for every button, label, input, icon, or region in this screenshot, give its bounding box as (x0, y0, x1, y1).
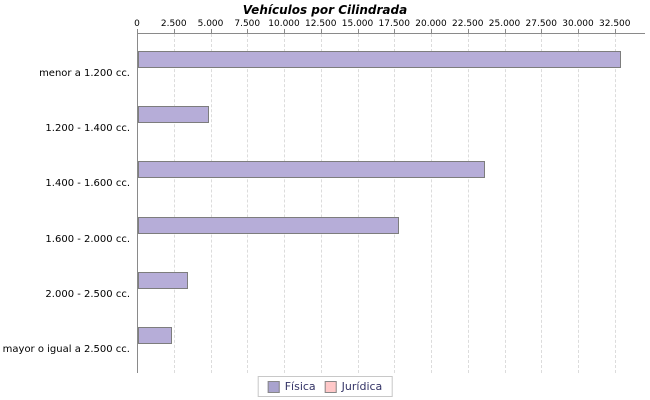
gridline (541, 34, 543, 373)
legend-label-fisica: Física (284, 380, 316, 393)
category-label: menor a 1.200 cc. (39, 68, 130, 79)
fisica-swatch-icon (267, 380, 280, 393)
x-tick-label: 27.500 (525, 19, 558, 29)
x-tick-mark (210, 29, 212, 33)
x-tick-label: 25.000 (488, 19, 521, 29)
x-tick-label: 0 (134, 19, 140, 29)
x-tick-mark (504, 29, 506, 33)
gridline (173, 34, 175, 373)
legend: Física Jurídica (257, 376, 393, 397)
juridica-swatch-icon (324, 380, 337, 393)
x-tick-label: 30.000 (562, 19, 594, 29)
x-tick-mark (467, 29, 469, 33)
x-tick-label: 10.000 (268, 19, 300, 29)
x-tick-label: 17.500 (378, 19, 411, 29)
gridline (357, 34, 359, 373)
x-tick-mark (173, 29, 175, 33)
legend-label-juridica: Jurídica (341, 380, 383, 393)
category-label: 2.000 - 2.500 cc. (45, 289, 130, 300)
x-tick-mark (284, 29, 285, 33)
bar-fisica (138, 217, 399, 234)
x-tick-mark (541, 29, 543, 33)
bar-fisica (138, 327, 172, 344)
x-tick-mark (247, 29, 249, 33)
x-axis-line (137, 33, 645, 34)
chart-title: Vehículos por Cilindrada (242, 3, 408, 17)
gridline (504, 34, 506, 373)
x-tick-label: 20.000 (415, 19, 447, 29)
x-tick-mark (137, 29, 138, 33)
gridline (247, 34, 249, 373)
x-tick-mark (320, 29, 322, 33)
bar-fisica (138, 272, 188, 289)
x-tick-label: 12.500 (305, 19, 337, 29)
gridline (431, 34, 432, 373)
y-axis-line (137, 33, 138, 373)
category-label: 1.400 - 1.600 cc. (45, 178, 130, 189)
x-tick-mark (394, 29, 396, 33)
x-tick-mark (357, 29, 359, 33)
x-tick-label: 22.500 (452, 19, 484, 29)
x-tick-mark (431, 29, 432, 33)
x-tick-label: 7.500 (234, 19, 261, 29)
legend-item-juridica: Jurídica (324, 380, 383, 393)
bar-fisica (138, 51, 621, 68)
gridline (578, 34, 579, 373)
category-label: 1.600 - 2.000 cc. (45, 234, 130, 245)
gridline (394, 34, 396, 373)
x-tick-label: 5.000 (197, 19, 224, 29)
legend-item-fisica: Física (267, 380, 316, 393)
category-label: mayor o igual a 2.500 cc. (2, 344, 130, 355)
gridline (614, 34, 616, 373)
gridline (284, 34, 285, 373)
category-label: 1.200 - 1.400 cc. (45, 123, 130, 134)
gridline (467, 34, 469, 373)
bar-fisica (138, 106, 209, 123)
gridline (320, 34, 322, 373)
x-tick-label: 2.500 (160, 19, 187, 29)
x-tick-label: 15.000 (341, 19, 374, 29)
x-tick-label: 32.500 (599, 19, 631, 29)
x-tick-mark (578, 29, 579, 33)
bar-fisica (138, 161, 485, 178)
x-tick-mark (614, 29, 616, 33)
gridline (210, 34, 212, 373)
